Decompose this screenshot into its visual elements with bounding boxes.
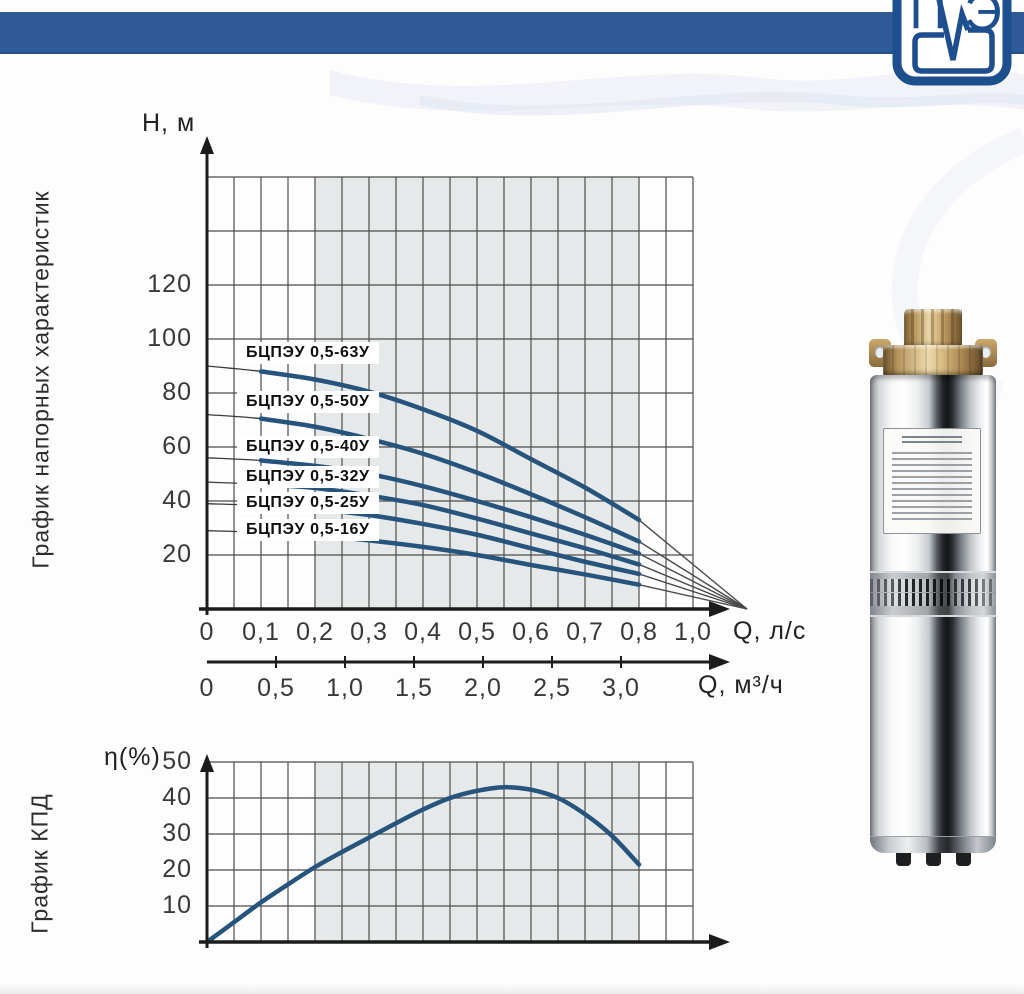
head-x-tick-label: 0,3: [350, 618, 388, 646]
logo-letter-e: Э: [964, 0, 1001, 42]
eff-y-tick-label: 20: [162, 855, 192, 883]
pump-foot: [956, 849, 971, 866]
secondary-x-tick-label: 1,5: [395, 674, 433, 702]
curve-label: БЦПЭУ 0,5-40У: [237, 436, 379, 458]
pump-head-curve: [258, 482, 642, 567]
secondary-x-tick-label: 3,0: [602, 674, 640, 702]
pump-head-curve: [258, 530, 642, 587]
header-bar: [0, 12, 1024, 54]
pump-stainless-body: [870, 375, 996, 853]
company-logo: П Э: [892, 0, 1012, 86]
curve-extension-line: [638, 540, 748, 610]
intake-slot-row: [870, 593, 996, 606]
pump-ear-hole: [981, 346, 991, 358]
sticker-text-lines: [892, 452, 972, 520]
curve-leader-line: [206, 457, 370, 475]
logo-frame: [892, 0, 1012, 86]
curve-leader-line: [206, 503, 370, 516]
head-y-tick-label: 40: [162, 486, 192, 514]
flow-m3h-axis-title: Q, м³/ч: [698, 671, 784, 699]
eff-chart-operating-range-shading: [315, 762, 639, 942]
pump-head-curve: [258, 416, 642, 544]
pump-foot: [926, 849, 941, 866]
pump-foot: [896, 849, 911, 866]
pump-outlet-thread: [904, 309, 962, 347]
pump-head-curve: [258, 503, 642, 577]
curve-label: БЦПЭУ 0,5-50У: [237, 391, 379, 413]
efficiency-curve: [204, 784, 642, 945]
logo-graphic: П Э: [892, 0, 1012, 86]
head-x-axis-arrow: [709, 601, 730, 617]
pump-head-curve: [258, 458, 642, 556]
head-x-tick-label: 0,8: [620, 618, 658, 646]
curve-label: БЦПЭУ 0,5-16У: [237, 519, 379, 541]
bottom-edge-shadow: [0, 984, 1024, 994]
curve-leader-line: [206, 481, 370, 497]
head-x-tick-label: 1,0: [674, 618, 712, 646]
curve-leader-line: [206, 413, 370, 440]
head-x-tick-label: 0,1: [242, 618, 280, 646]
pump-bottom-cap: [870, 836, 996, 853]
curve-extension-line: [638, 519, 748, 610]
pump-label-sticker: [883, 428, 981, 534]
logo-speech-bubble: [912, 27, 995, 74]
curve-extension-line: [638, 584, 748, 610]
pump-brass-head: [883, 345, 983, 377]
head-x-tick-label: 0,6: [512, 618, 550, 646]
secondary-x-tick-label: 0,5: [257, 674, 295, 702]
logo-pulse-zigzag-icon: [936, 0, 971, 61]
pump-head-curve: [258, 369, 642, 523]
secondary-x-tick-label: 0: [199, 674, 215, 702]
head-chart-grid: [206, 176, 694, 610]
efficiency-axis-title: η(%): [104, 743, 161, 771]
efficiency-chart-side-title: График КПД: [26, 793, 53, 934]
eff-y-tick-label: 30: [162, 819, 192, 847]
eff-chart-grid: [206, 761, 694, 943]
head-chart-operating-range-shading: [315, 177, 639, 609]
eff-y-tick-label: 40: [162, 783, 192, 811]
head-x-tick-label: 0,7: [566, 618, 604, 646]
wave-line: [418, 91, 1024, 116]
head-y-tick-label: 20: [162, 540, 192, 568]
pump-product-photo: [860, 303, 1006, 888]
curve-label: БЦПЭУ 0,5-25У: [237, 492, 379, 514]
curve-leader-line: [206, 530, 370, 542]
curve-label: БЦПЭУ 0,5-32У: [237, 466, 379, 488]
secondary-x-tick-label: 2,0: [464, 674, 502, 702]
intake-slot-row: [870, 579, 996, 592]
flow-ls-axis-title: Q, л/с: [733, 617, 807, 645]
curve-extension-line: [638, 573, 748, 610]
head-x-tick-label: 0,2: [296, 618, 334, 646]
curve-extension-line: [638, 553, 748, 610]
curve-extension-line: [638, 563, 748, 610]
secondary-x-tick-label: 2,5: [533, 674, 571, 702]
head-y-tick-label: 60: [162, 432, 192, 460]
secondary-x-axis-arrow: [709, 654, 730, 670]
sticker-header-lines: [902, 436, 962, 446]
head-x-tick-label: 0,4: [404, 618, 442, 646]
pump-ear-hole: [875, 346, 885, 358]
eff-x-axis-arrow: [709, 934, 730, 950]
head-y-axis-arrow: [200, 136, 214, 154]
head-y-tick-label: 100: [147, 324, 192, 352]
head-x-tick-label: 0,5: [458, 618, 496, 646]
curve-leader-line: [206, 365, 370, 393]
secondary-x-tick-label: 1,0: [326, 674, 364, 702]
head-x-tick-label: 0: [199, 618, 215, 646]
pressure-chart-side-title: График напорных характеристик: [27, 190, 54, 569]
head-axis-title: H, м: [142, 109, 196, 137]
eff-y-tick-label: 10: [162, 891, 192, 919]
curve-label: БЦПЭУ 0,5-63У: [237, 342, 379, 364]
pump-intake-screen: [870, 571, 996, 617]
eff-y-tick-label: 50: [162, 747, 192, 775]
secondary-x-axis-ticks: [275, 656, 622, 668]
head-y-tick-label: 120: [147, 270, 192, 298]
head-y-tick-label: 80: [162, 378, 192, 406]
eff-y-axis-arrow: [200, 754, 214, 772]
